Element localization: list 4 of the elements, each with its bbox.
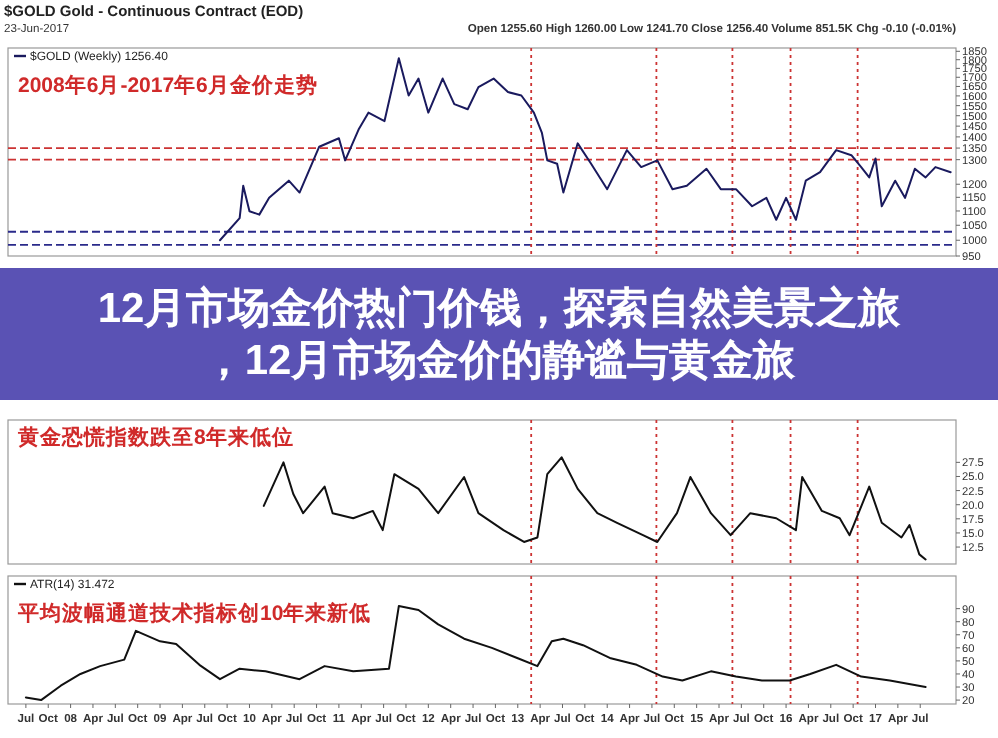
annotation: 黄金恐慌指数跌至8年来低位 bbox=[16, 424, 294, 450]
annotation: 2008年6月-2017年6月金价走势 bbox=[18, 72, 318, 98]
annotation: 平均波幅通道技术指标创10年来新低 bbox=[16, 600, 372, 626]
text: 12月市场金价热门价钱，探索自然美景之旅，12月市场金价的静谧与黄金旅 bbox=[97, 284, 903, 384]
